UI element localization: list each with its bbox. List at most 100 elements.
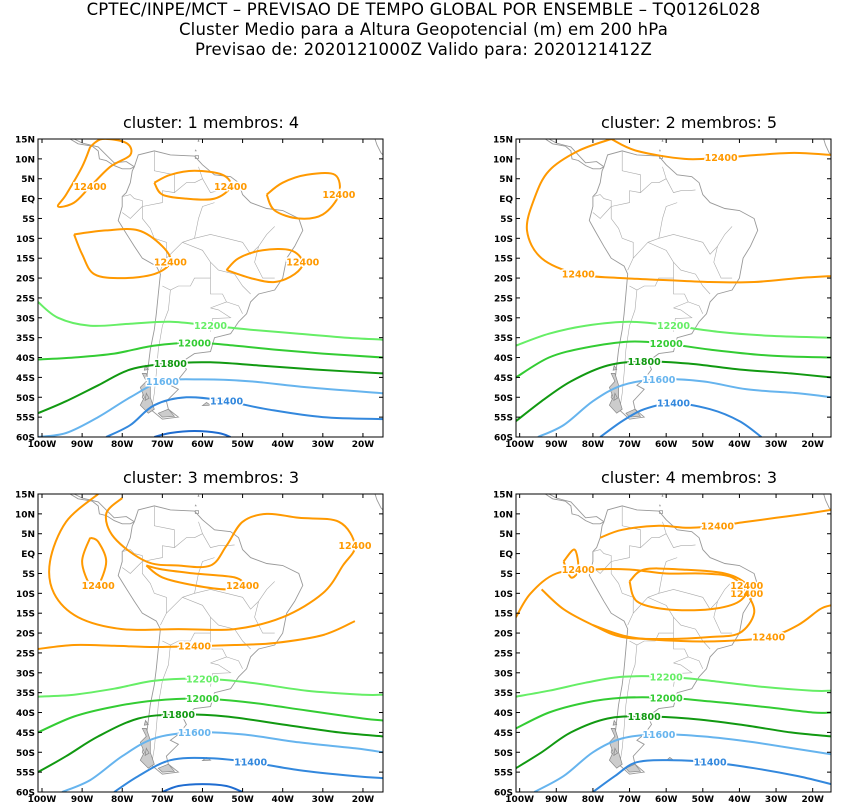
country-border [629,277,674,291]
country-border [673,616,711,650]
lat-tick-label: 20S [16,275,35,285]
island [143,719,149,726]
lat-tick-label: 30S [16,669,35,679]
contour-label-11600: 11600 [642,730,675,741]
header-line-2: Cluster Medio para a Altura Geopotencial… [178,20,669,39]
lat-tick-label: 60S [494,789,513,799]
coastline-central-america-south [69,494,135,525]
contour-label-12400: 12400 [562,270,595,281]
contour-12000 [516,340,831,379]
lat-tick-label: EQ [499,195,513,205]
lon-tick-label: 80W [582,440,605,450]
lon-tick-label: 40W [728,440,751,450]
caribbean-island [146,475,168,482]
caribbean-island [102,464,142,474]
lat-tick-label: 5S [22,570,35,580]
lat-tick-label: 25S [494,294,513,304]
contour-label-12400: 12400 [74,182,107,193]
lat-tick-label: 40S [494,709,513,719]
caribbean-island [197,139,200,142]
contour-12200 [516,320,831,347]
island [612,364,618,371]
lat-tick-label: EQ [21,195,35,205]
caribbean-island [102,109,142,119]
country-border [620,644,638,761]
lat-tick-label: 20S [16,630,35,640]
lon-tick-label: 70W [618,795,641,803]
lat-tick-label: 30S [16,314,35,324]
country-border [122,549,143,562]
contour-label-11400: 11400 [234,758,267,769]
country-border [620,289,638,406]
country-border [182,226,275,255]
country-border [640,166,667,193]
contour-label-11400: 11400 [210,397,243,408]
country-border [210,633,227,664]
lat-tick-label: 10S [494,235,513,245]
figure-header: CPTEC/INPE/MCT – PREVISAO DE TEMPO GLOBA… [0,0,847,60]
contour-label-12400: 12400 [178,642,211,653]
country-border [166,241,211,279]
country-border [640,521,667,548]
lon-tick-label: 100W [28,795,57,803]
lon-tick-label: 90W [545,795,568,803]
lat-tick-label: 5N [21,175,35,185]
contour-label-12400: 12400 [701,521,734,532]
lat-tick-label: 40S [16,709,35,719]
map-frame [515,493,832,793]
contour-label-11800: 11800 [154,359,187,370]
contour-label-11600: 11600 [178,728,211,739]
coastline-africa [374,139,383,156]
contour-11200 [154,430,231,437]
caribbean-island [174,125,180,127]
lat-tick-label: 55S [16,769,35,779]
contour-11400 [592,759,831,792]
lat-tick-label: 35S [16,689,35,699]
header-line-3: Previsao de: 2020121000Z Valido para: 20… [194,40,653,59]
lat-tick-label: 50S [494,394,513,404]
lat-tick-label: 15N [493,136,513,146]
contour-label-12400: 12400 [322,190,355,201]
coastline-africa [823,139,831,156]
lat-tick-label: 50S [16,749,35,759]
coastline-central-america [548,494,605,523]
lon-tick-label: 40W [271,795,294,803]
lat-tick-label: 10N [493,510,513,520]
lon-tick-label: 90W [71,440,94,450]
lat-tick-label: 60S [494,434,513,444]
lat-tick-label: 30S [494,314,513,324]
coastline-south-america [117,150,304,420]
panel-1-title: cluster: 1 membros: 4 [122,113,300,132]
panel-4-title: cluster: 4 membros: 3 [600,468,778,487]
contour-label-12400: 12400 [226,581,259,592]
country-border [647,226,733,255]
country-border [210,261,251,295]
country-border [202,533,235,548]
lon-tick-label: 90W [71,795,94,803]
lon-tick-label: 70W [151,795,174,803]
contour-label-12400: 12400 [154,258,187,269]
caribbean-island [600,480,607,483]
contour-label-11800: 11800 [628,712,661,723]
lat-tick-label: 45S [494,374,513,384]
country-border [611,506,641,562]
island [608,373,623,414]
country-border [194,202,215,239]
lon-tick-label: 40W [271,440,294,450]
caribbean-island [194,155,199,159]
lat-tick-label: 15S [494,255,513,265]
lon-tick-label: 20W [352,795,375,803]
lat-tick-label: 5S [500,215,513,225]
country-border [673,307,693,332]
caribbean-island [194,510,199,514]
contour-label-11400: 11400 [694,758,727,769]
country-border [665,178,696,193]
caribbean-island [600,125,607,128]
contour-12400 [73,228,172,280]
contour-12400 [525,139,831,284]
lon-tick-label: 20W [801,440,824,450]
lat-tick-label: 15N [15,136,35,146]
map-frame [515,138,832,438]
country-border [592,206,612,219]
